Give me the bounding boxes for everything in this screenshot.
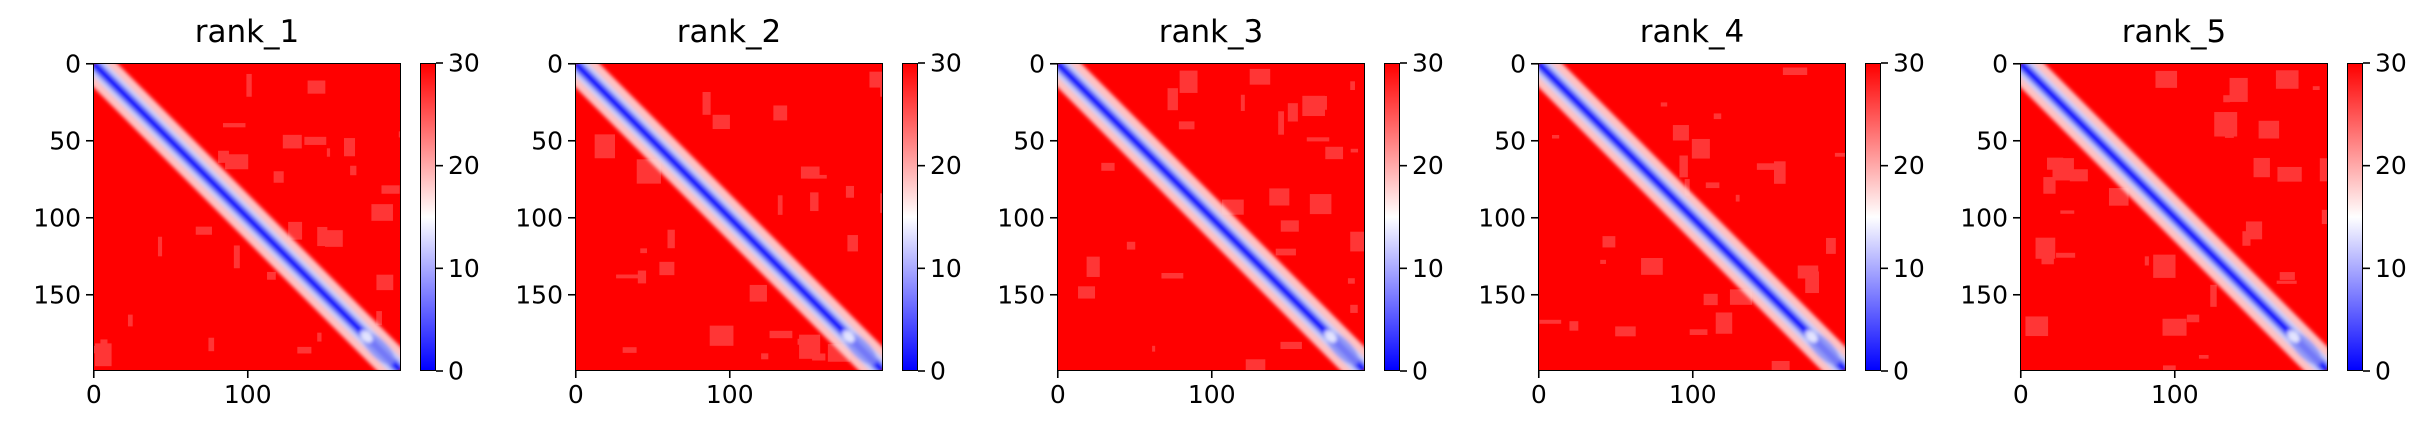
colorbar-tick-label: 0: [930, 357, 946, 386]
panel-title: rank_1: [194, 14, 300, 50]
colorbar-tick-label: 10: [1893, 254, 1925, 283]
colorbar-tick-label: 20: [448, 151, 480, 180]
y-tick-label: 100: [1478, 203, 1526, 232]
colorbar-tick-label: 30: [930, 49, 962, 78]
panel-title: rank_5: [2121, 14, 2227, 50]
y-tick-label: 50: [1494, 126, 1526, 155]
heatmap: [575, 63, 883, 371]
x-tick-label: 0: [2013, 380, 2029, 409]
x-tick-label: 100: [1669, 380, 1717, 409]
heatmap: [1538, 63, 1846, 371]
x-tick-label: 0: [568, 380, 584, 409]
colorbar-tick-label: 20: [1893, 151, 1925, 180]
colorbar: [420, 63, 436, 371]
x-tick-label: 0: [1531, 380, 1547, 409]
heatmap: [1057, 63, 1365, 371]
y-tick-label: 150: [997, 280, 1045, 309]
y-tick-label: 50: [531, 126, 563, 155]
colorbar: [1865, 63, 1881, 371]
panel-title: rank_2: [676, 14, 782, 50]
colorbar-tick-label: 20: [2375, 151, 2407, 180]
colorbar-tick-label: 10: [2375, 254, 2407, 283]
x-tick-label: 100: [1188, 380, 1236, 409]
colorbar-tick-label: 0: [1412, 357, 1428, 386]
y-tick-label: 0: [1992, 49, 2008, 78]
y-tick-label: 100: [33, 203, 81, 232]
panel-title: rank_3: [1158, 14, 1264, 50]
colorbar-tick-label: 20: [1412, 151, 1444, 180]
y-tick-label: 100: [1960, 203, 2008, 232]
colorbar-tick-label: 0: [1893, 357, 1909, 386]
y-tick-label: 0: [547, 49, 563, 78]
colorbar-tick-label: 20: [930, 151, 962, 180]
colorbar-tick-label: 30: [448, 49, 480, 78]
y-tick-label: 100: [997, 203, 1045, 232]
colorbar: [902, 63, 918, 371]
colorbar-tick-label: 30: [2375, 49, 2407, 78]
y-tick-label: 50: [1976, 126, 2008, 155]
colorbar-tick-label: 10: [1412, 254, 1444, 283]
y-tick-label: 0: [1029, 49, 1045, 78]
colorbar-tick-label: 30: [1893, 49, 1925, 78]
y-tick-label: 150: [33, 280, 81, 309]
x-tick-label: 100: [706, 380, 754, 409]
y-tick-label: 100: [515, 203, 563, 232]
x-tick-label: 100: [224, 380, 272, 409]
y-tick-label: 150: [515, 280, 563, 309]
y-tick-label: 0: [1510, 49, 1526, 78]
colorbar-tick-label: 0: [2375, 357, 2391, 386]
heatmap: [93, 63, 401, 371]
y-tick-label: 0: [65, 49, 81, 78]
colorbar: [1384, 63, 1400, 371]
heatmap: [2020, 63, 2328, 371]
colorbar-tick-label: 0: [448, 357, 464, 386]
y-tick-label: 150: [1960, 280, 2008, 309]
panel-title: rank_4: [1639, 14, 1745, 50]
colorbar-tick-label: 10: [930, 254, 962, 283]
y-tick-label: 50: [1013, 126, 1045, 155]
colorbar-tick-label: 10: [448, 254, 480, 283]
x-tick-label: 100: [2151, 380, 2199, 409]
x-tick-label: 0: [1050, 380, 1066, 409]
colorbar: [2347, 63, 2363, 371]
y-tick-label: 150: [1478, 280, 1526, 309]
y-tick-label: 50: [49, 126, 81, 155]
colorbar-tick-label: 30: [1412, 49, 1444, 78]
x-tick-label: 0: [86, 380, 102, 409]
